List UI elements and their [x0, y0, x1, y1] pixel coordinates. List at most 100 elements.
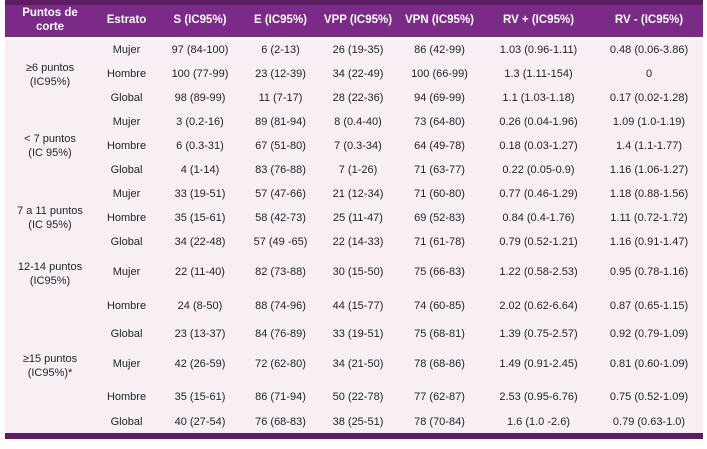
table-row: Global 40 (27-54) 76 (68-83) 38 (25-51) 78 (… — [5, 412, 703, 437]
value-cell: 82 (73-88) — [242, 254, 319, 291]
value-cell: 33 (19-51) — [158, 182, 242, 207]
group-label: ≥6 puntos (IC95%) — [5, 38, 95, 111]
table-row: Global 4 (1-14) 83 (76-88) 7 (1-26) 71 (63-7… — [5, 158, 703, 183]
diagnostic-accuracy-table: Puntos de corte Estrato S (IC95%) E (IC95%)… — [5, 0, 703, 440]
value-cell: 42 (26-59) — [158, 346, 242, 383]
value-cell: 77 (62-87) — [397, 382, 482, 413]
group-label-line2: (IC95%) — [29, 275, 71, 288]
value-cell: 34 (22-48) — [158, 230, 242, 255]
value-cell: 23 (13-37) — [158, 322, 242, 347]
value-cell: 71 (61-78) — [397, 230, 482, 255]
table-header: Puntos de corte Estrato S (IC95%) E (IC95%)… — [5, 2, 703, 40]
value-cell: 100 (66-99) — [397, 62, 482, 87]
stratum-cell: Hombre — [95, 382, 158, 413]
value-cell: 88 (74-96) — [242, 290, 319, 323]
value-cell: 71 (60-80) — [397, 182, 482, 207]
stratum-cell: Global — [95, 322, 158, 347]
value-cell: 3 (0.2-16) — [158, 110, 242, 135]
value-cell: 1.39 (0.75-2.57) — [482, 322, 595, 347]
value-cell: 75 (66-83) — [397, 254, 482, 291]
value-cell: 64 (49-78) — [397, 134, 482, 159]
value-cell: 0.18 (0.03-1.27) — [482, 134, 595, 159]
table-row: < 7 puntos (IC 95%) Mujer 3 (0.2-16) 89 (81-… — [5, 110, 703, 183]
value-cell: 73 (64-80) — [397, 110, 482, 135]
value-cell: 0.92 (0.79-1.09) — [595, 322, 703, 347]
value-cell: 38 (25-51) — [319, 412, 397, 437]
value-cell: 78 (70-84) — [397, 412, 482, 437]
group-label-line1: 7 a 11 puntos — [17, 204, 83, 217]
value-cell: 7 (1-26) — [319, 158, 397, 183]
group-label-line2: (IC95%) — [29, 75, 71, 88]
value-cell: 1.49 (0.91-2.45) — [482, 346, 595, 383]
value-cell: 1.22 (0.58-2.53) — [482, 254, 595, 291]
table-row: ≥6 puntos (IC95%) Mujer 97 (84-100) 6 (2-13)… — [5, 38, 703, 111]
stratum-cell: Mujer — [95, 38, 158, 63]
value-cell: 23 (12-39) — [242, 62, 319, 87]
value-cell: 22 (11-40) — [158, 254, 242, 291]
value-cell: 78 (68-86) — [397, 346, 482, 383]
stratum-cell: Global — [95, 412, 158, 437]
value-cell: 35 (15-61) — [158, 382, 242, 413]
value-cell: 84 (76-89) — [242, 322, 319, 347]
table-row: Global 98 (89-99) 11 (7-17) 28 (22-36) 94 (6… — [5, 86, 703, 111]
value-cell: 1.03 (0.96-1.11) — [482, 38, 595, 63]
value-cell: 69 (52-83) — [397, 206, 482, 231]
value-cell: 89 (81-94) — [242, 110, 319, 135]
group-label-line1: 12-14 puntos — [17, 261, 83, 274]
value-cell: 57 (47-66) — [242, 182, 319, 207]
table-row: Hombre 35 (15-61) 58 (42-73) 25 (11-47) 69 (… — [5, 206, 703, 231]
stratum-cell: Global — [95, 158, 158, 183]
column-header: RV + (IC95%) — [482, 2, 595, 40]
group-label-line2: (IC 95%) — [28, 147, 72, 160]
value-cell: 98 (89-99) — [158, 86, 242, 111]
value-cell: 8 (0.4-40) — [319, 110, 397, 135]
value-cell: 21 (12-34) — [319, 182, 397, 207]
value-cell: 11 (7-17) — [242, 86, 319, 111]
column-header: VPP (IC95%) — [319, 2, 397, 40]
column-header: VPN (IC95%) — [397, 2, 482, 40]
value-cell: 0.79 (0.63-1.0) — [595, 412, 703, 437]
value-cell: 83 (76-88) — [242, 158, 319, 183]
group-label-line1: ≥6 puntos — [25, 61, 75, 74]
table-body: ≥6 puntos (IC95%) Mujer 97 (84-100) 6 (2-13)… — [5, 38, 703, 437]
value-cell: 76 (68-83) — [242, 412, 319, 437]
group-label: 7 a 11 puntos (IC 95%) — [5, 182, 95, 255]
group-label: < 7 puntos (IC 95%) — [5, 110, 95, 183]
group-label: ≥15 puntos (IC95%)* — [5, 346, 95, 437]
value-cell: 97 (84-100) — [158, 38, 242, 63]
table-row: Hombre 24 (8-50) 88 (74-96) 44 (15-77) 74 (6… — [5, 290, 703, 323]
value-cell: 44 (15-77) — [319, 290, 397, 323]
table-row: ≥15 puntos (IC95%)* Mujer 42 (26-59) 72 (62-… — [5, 346, 703, 437]
group-label-line2: (IC95%)* — [27, 367, 73, 380]
value-cell: 1.6 (1.0 -2.6) — [482, 412, 595, 437]
value-cell: 0.22 (0.05-0.9) — [482, 158, 595, 183]
stratum-cell: Hombre — [95, 206, 158, 231]
column-header: RV - (IC95%) — [595, 2, 703, 40]
value-cell: 34 (22-49) — [319, 62, 397, 87]
stratum-cell: Hombre — [95, 134, 158, 159]
value-cell: 28 (22-36) — [319, 86, 397, 111]
value-cell: 1.09 (1.0-1.19) — [595, 110, 703, 135]
stratum-cell: Hombre — [95, 290, 158, 323]
group-label: 12-14 puntos (IC95%) — [5, 254, 95, 347]
value-cell: 100 (77-99) — [158, 62, 242, 87]
table-row: Global 34 (22-48) 57 (49 -65) 22 (14-33) 71 … — [5, 230, 703, 255]
table-row: 12-14 puntos (IC95%) Mujer 22 (11-40) 82 (73… — [5, 254, 703, 347]
table-row: Hombre 35 (15-61) 86 (71-94) 50 (22-78) 77 (… — [5, 382, 703, 413]
value-cell: 6 (2-13) — [242, 38, 319, 63]
value-cell: 75 (68-81) — [397, 322, 482, 347]
stratum-cell: Hombre — [95, 62, 158, 87]
value-cell: 72 (62-80) — [242, 346, 319, 383]
value-cell: 35 (15-61) — [158, 206, 242, 231]
value-cell: 1.16 (0.91-1.47) — [595, 230, 703, 255]
header-row: Puntos de corte Estrato S (IC95%) E (IC95%)… — [5, 2, 703, 40]
value-cell: 40 (27-54) — [158, 412, 242, 437]
column-header: Puntos de corte — [5, 2, 95, 40]
stratum-cell: Global — [95, 230, 158, 255]
value-cell: 1.3 (1.11-154) — [482, 62, 595, 87]
value-cell: 0.87 (0.65-1.15) — [595, 290, 703, 323]
value-cell: 0.26 (0.04-1.96) — [482, 110, 595, 135]
value-cell: 6 (0.3-31) — [158, 134, 242, 159]
group-label-line1: ≥15 puntos — [22, 353, 78, 366]
